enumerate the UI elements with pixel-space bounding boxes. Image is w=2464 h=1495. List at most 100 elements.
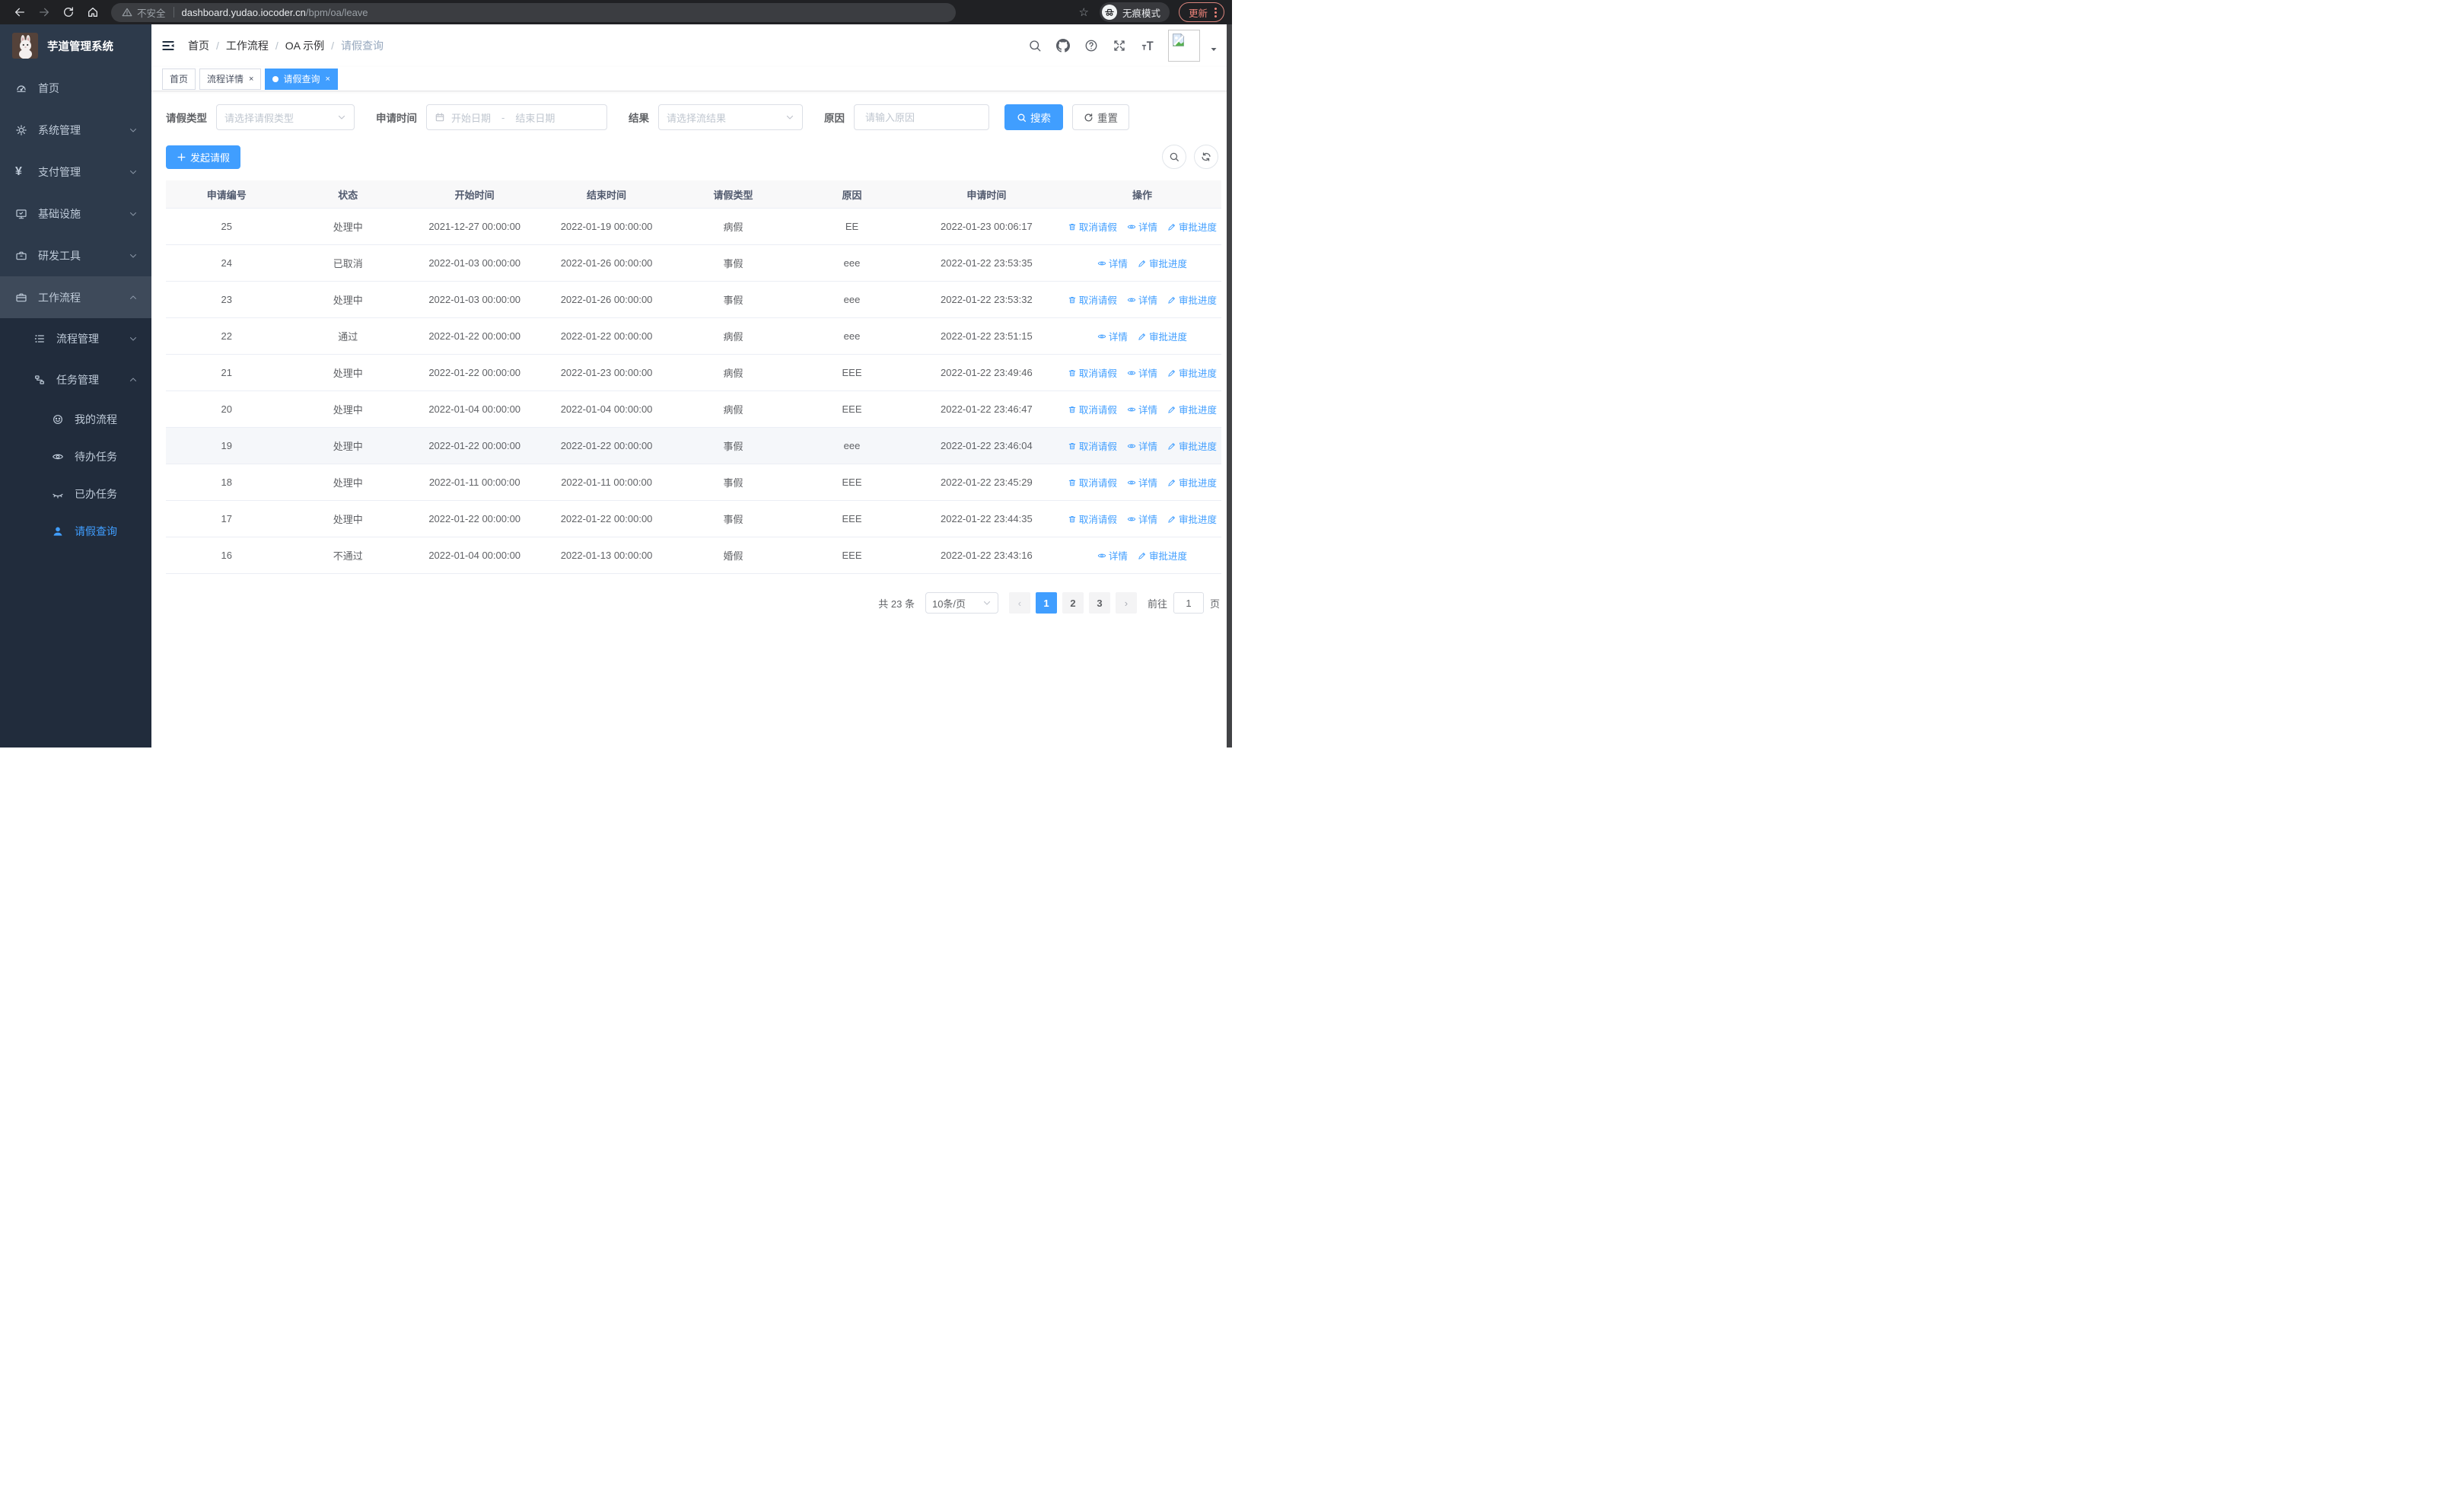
detail-link[interactable]: 详情 xyxy=(1127,292,1157,307)
date-range-picker[interactable]: 开始日期 - 结束日期 xyxy=(426,104,607,130)
sidebar-item[interactable]: 我的流程 xyxy=(0,400,151,438)
end-date-placeholder[interactable]: 结束日期 xyxy=(515,112,556,124)
breadcrumb-item[interactable]: 工作流程 xyxy=(225,40,269,52)
table-row: 16 不通过 2022-01-04 00:00:00 2022-01-13 00:00… xyxy=(166,537,1221,574)
approval-progress-link[interactable]: 审批进度 xyxy=(1138,256,1187,270)
cancel-leave-link[interactable]: 取消请假 xyxy=(1068,512,1117,526)
user-avatar[interactable] xyxy=(1168,30,1200,62)
detail-link[interactable]: 详情 xyxy=(1097,548,1128,563)
tab-item[interactable]: 流程详情 × xyxy=(199,68,262,90)
sidebar-item[interactable]: 系统管理 xyxy=(0,109,151,151)
cell-reason: EEE xyxy=(842,403,862,415)
goto-page-input[interactable] xyxy=(1173,592,1204,614)
cancel-leave-link[interactable]: 取消请假 xyxy=(1068,365,1117,380)
sidebar-item[interactable]: 已办任务 xyxy=(0,475,151,512)
approval-progress-link[interactable]: 审批进度 xyxy=(1138,548,1187,563)
detail-link[interactable]: 详情 xyxy=(1127,365,1157,380)
page-number-button[interactable]: 1 xyxy=(1035,592,1057,614)
browser-scrollbar[interactable] xyxy=(1227,24,1232,748)
sidebar-item[interactable]: 研发工具 xyxy=(0,234,151,276)
show-search-button[interactable] xyxy=(1162,145,1186,169)
browser-reload-icon[interactable] xyxy=(62,5,75,19)
approval-progress-link[interactable]: 审批进度 xyxy=(1167,292,1217,307)
sidebar-item[interactable]: 基础设施 xyxy=(0,193,151,234)
search-button[interactable]: 搜索 xyxy=(1004,104,1063,130)
bookmark-star-icon[interactable]: ☆ xyxy=(1078,6,1089,19)
approval-progress-link[interactable]: 审批进度 xyxy=(1167,402,1217,416)
leave-type-select[interactable]: 请选择请假类型 xyxy=(216,104,355,130)
detail-link[interactable]: 详情 xyxy=(1127,438,1157,453)
tab-active[interactable]: 请假查询 × xyxy=(265,68,338,90)
approval-progress-link[interactable]: 审批进度 xyxy=(1138,329,1187,343)
cancel-leave-link[interactable]: 取消请假 xyxy=(1068,402,1117,416)
cell-leave-type: 事假 xyxy=(723,295,743,306)
breadcrumb-item[interactable]: 首页 xyxy=(188,40,209,52)
browser-back-icon[interactable] xyxy=(13,5,27,19)
tab-close-icon[interactable]: × xyxy=(325,74,330,84)
prev-page-button[interactable]: ‹ xyxy=(1008,592,1030,614)
font-size-icon[interactable] xyxy=(1140,38,1155,53)
sidebar-collapse-icon[interactable] xyxy=(161,38,176,53)
update-button[interactable]: 更新 xyxy=(1178,2,1224,22)
detail-link[interactable]: 详情 xyxy=(1127,219,1157,234)
approval-progress-link[interactable]: 审批进度 xyxy=(1167,365,1217,380)
approval-progress-link[interactable]: 审批进度 xyxy=(1167,475,1217,489)
list-tree-icon xyxy=(33,333,46,345)
page-number-button[interactable]: 2 xyxy=(1062,592,1084,614)
refresh-table-button[interactable] xyxy=(1194,145,1218,169)
cancel-leave-link[interactable]: 取消请假 xyxy=(1068,438,1117,453)
start-date-placeholder[interactable]: 开始日期 xyxy=(451,112,492,124)
sidebar-item[interactable]: 请假查询 xyxy=(0,512,151,550)
sidebar-item[interactable]: 首页 xyxy=(0,67,151,109)
browser-forward-icon[interactable] xyxy=(37,5,51,19)
help-icon[interactable] xyxy=(1084,38,1099,53)
cancel-leave-link[interactable]: 取消请假 xyxy=(1068,292,1117,307)
cell-leave-type: 病假 xyxy=(723,404,743,416)
github-icon[interactable] xyxy=(1055,38,1071,53)
browser-menu-icon[interactable] xyxy=(1214,7,1217,18)
result-select[interactable]: 请选择流结果 xyxy=(658,104,803,130)
monitor-icon xyxy=(15,208,27,220)
page-number-button[interactable]: 3 xyxy=(1088,592,1110,614)
column-header: 开始时间 xyxy=(454,189,495,201)
user-menu-caret-icon[interactable] xyxy=(1209,44,1218,58)
cell-actions: 取消请假 详情 审批进度 xyxy=(1063,292,1221,307)
detail-link[interactable]: 详情 xyxy=(1097,256,1128,270)
incognito-label: 无痕模式 xyxy=(1122,8,1160,19)
create-leave-button[interactable]: 发起请假 xyxy=(166,145,241,169)
sidebar-item[interactable]: 工作流程 xyxy=(0,276,151,318)
fullscreen-icon[interactable] xyxy=(1112,38,1127,53)
approval-progress-link[interactable]: 审批进度 xyxy=(1167,512,1217,526)
next-page-button[interactable]: › xyxy=(1115,592,1137,614)
detail-link[interactable]: 详情 xyxy=(1127,512,1157,526)
reset-button[interactable]: 重置 xyxy=(1072,104,1129,130)
tab-item[interactable]: 首页 xyxy=(162,68,196,90)
detail-link[interactable]: 详情 xyxy=(1127,475,1157,489)
browser-home-icon[interactable] xyxy=(86,5,100,19)
incognito-badge: 无痕模式 xyxy=(1099,2,1170,22)
cancel-leave-link[interactable]: 取消请假 xyxy=(1068,475,1117,489)
sidebar-item[interactable]: 流程管理 xyxy=(0,318,151,359)
sidebar-item[interactable]: 任务管理 xyxy=(0,359,151,400)
cancel-leave-link[interactable]: 取消请假 xyxy=(1068,219,1117,234)
approval-progress-link[interactable]: 审批进度 xyxy=(1167,438,1217,453)
tab-close-icon[interactable]: × xyxy=(249,74,254,84)
page-size-select[interactable]: 10条/页 xyxy=(925,592,998,614)
security-label[interactable]: 不安全 xyxy=(137,8,166,19)
sidebar-item[interactable]: ¥ 支付管理 xyxy=(0,151,151,193)
page-header: 首页 / 工作流程 / OA 示例 / 请假查询 xyxy=(151,24,1232,67)
update-label[interactable]: 更新 xyxy=(1188,8,1208,19)
detail-link[interactable]: 详情 xyxy=(1127,402,1157,416)
url-bar[interactable]: 不安全 dashboard.yudao.iocoder.cn /bpm/oa/l… xyxy=(111,2,956,22)
approval-progress-link[interactable]: 审批进度 xyxy=(1167,219,1217,234)
result-label: 结果 xyxy=(629,113,649,124)
search-icon[interactable] xyxy=(1027,38,1043,53)
breadcrumb-item[interactable]: OA 示例 xyxy=(285,40,325,52)
sidebar-item[interactable]: 待办任务 xyxy=(0,438,151,475)
not-secure-warning-icon xyxy=(122,7,132,18)
tabs-bar: 首页 流程详情 × 请假查询 × xyxy=(151,67,1232,91)
detail-link[interactable]: 详情 xyxy=(1097,329,1128,343)
logo-row[interactable]: 芋道管理系统 xyxy=(0,24,151,67)
reason-input[interactable] xyxy=(864,110,979,124)
url-path: /bpm/oa/leave xyxy=(305,6,368,18)
